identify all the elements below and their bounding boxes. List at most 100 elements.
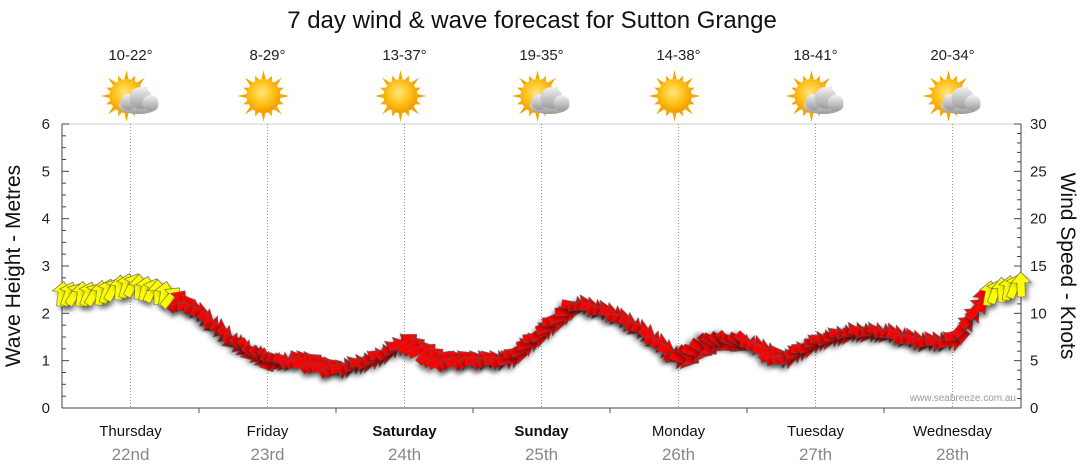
day-label: Monday xyxy=(652,423,706,440)
left-tick-label: 2 xyxy=(42,305,50,322)
cloud-puff xyxy=(553,95,570,111)
sun-ray xyxy=(689,87,695,92)
sun-ray xyxy=(280,93,290,99)
sun-ray xyxy=(268,75,272,82)
day-label: Sunday xyxy=(514,423,569,440)
sun-ray xyxy=(519,77,528,86)
sun-ray xyxy=(666,110,670,117)
sun-ray xyxy=(529,75,533,82)
sun-ray xyxy=(106,87,112,92)
sun-ray xyxy=(953,75,957,82)
temperature-label: 8-29° xyxy=(249,47,285,64)
sun-ray xyxy=(809,112,814,122)
right-axis-title: Wind Speed - Knots xyxy=(1056,173,1079,360)
date-label: 26th xyxy=(662,445,695,464)
sun-ray xyxy=(108,106,117,115)
left-tick-label: 3 xyxy=(42,258,50,275)
sun-ray xyxy=(118,110,122,117)
sun-ray xyxy=(803,110,807,117)
sun-disc xyxy=(657,79,692,113)
sun-ray xyxy=(380,100,386,105)
sun-ray xyxy=(245,77,254,86)
sun-ray xyxy=(410,77,419,86)
right-tick-label: 30 xyxy=(1030,116,1047,133)
sun-ray xyxy=(106,100,112,105)
sun-ray xyxy=(547,77,556,86)
sun-ray xyxy=(656,106,665,115)
sun-ray xyxy=(261,112,266,122)
day-label: Thursday xyxy=(99,423,162,440)
sun-ray xyxy=(691,93,701,99)
day-label: Saturday xyxy=(372,423,437,440)
sun-ray xyxy=(517,87,523,92)
sun-ray xyxy=(392,75,396,82)
left-tick-label: 5 xyxy=(42,163,50,180)
sun-ray xyxy=(654,100,660,105)
sun-ray xyxy=(410,106,419,115)
right-tick-label: 0 xyxy=(1030,400,1038,417)
right-tick-label: 10 xyxy=(1030,305,1047,322)
sun-cloud-icon xyxy=(785,70,844,122)
sun-ray xyxy=(261,70,266,80)
sun-ray xyxy=(519,106,528,115)
sun-ray xyxy=(243,100,249,105)
sun-ray xyxy=(118,75,122,82)
left-tick-label: 6 xyxy=(42,116,50,133)
credit-text: www.seabreeze.com.au xyxy=(909,393,1016,404)
sun-ray xyxy=(656,77,665,86)
sun-ray xyxy=(785,93,795,99)
date-label: 24th xyxy=(388,445,421,464)
sun-ray xyxy=(100,93,110,99)
cloud-puff xyxy=(964,95,981,111)
sun-cloud-icon xyxy=(511,70,570,122)
temperature-label: 18-41° xyxy=(793,47,837,64)
sun-ray xyxy=(136,77,145,86)
day-label: Tuesday xyxy=(787,423,844,440)
sun-cloud-icon xyxy=(922,70,981,122)
sun-ray xyxy=(405,75,409,82)
sun-ray xyxy=(417,93,427,99)
sun-ray xyxy=(672,70,677,80)
sun-ray xyxy=(237,93,247,99)
date-label: 27th xyxy=(799,445,832,464)
sun-ray xyxy=(940,110,944,117)
day-label: Friday xyxy=(247,423,289,440)
sun-ray xyxy=(382,106,391,115)
sun-ray xyxy=(654,87,660,92)
sun-ray xyxy=(791,100,797,105)
sun-ray xyxy=(374,93,384,99)
sun-ray xyxy=(930,77,939,86)
left-tick-label: 0 xyxy=(42,400,50,417)
cloud-puff xyxy=(142,95,159,111)
right-tick-label: 15 xyxy=(1030,258,1047,275)
sun-ray xyxy=(684,77,693,86)
sun-ray xyxy=(517,100,523,105)
left-tick-label: 1 xyxy=(42,353,50,370)
temperature-label: 20-34° xyxy=(930,47,974,64)
cloud-shape xyxy=(118,87,159,114)
sun-ray xyxy=(392,110,396,117)
sun-ray xyxy=(684,106,693,115)
date-label: 28th xyxy=(936,445,969,464)
sun-ray xyxy=(108,77,117,86)
sun-icon xyxy=(237,70,290,122)
sun-ray xyxy=(809,70,814,80)
sun-ray xyxy=(245,106,254,115)
right-tick-label: 20 xyxy=(1030,211,1047,228)
temperature-label: 19-35° xyxy=(519,47,563,64)
sun-ray xyxy=(243,87,249,92)
sun-disc xyxy=(383,79,418,113)
sun-ray xyxy=(255,110,259,117)
sun-ray xyxy=(398,112,403,122)
date-label: 25th xyxy=(525,445,558,464)
sun-ray xyxy=(821,77,830,86)
left-tick-label: 4 xyxy=(42,211,50,228)
sun-ray xyxy=(278,100,284,105)
date-label: 23rd xyxy=(250,445,284,464)
sun-disc xyxy=(246,79,281,113)
sun-ray xyxy=(648,93,658,99)
sun-ray xyxy=(278,87,284,92)
day-label: Wednesday xyxy=(913,423,992,440)
sun-ray xyxy=(273,106,282,115)
sun-ray xyxy=(803,75,807,82)
